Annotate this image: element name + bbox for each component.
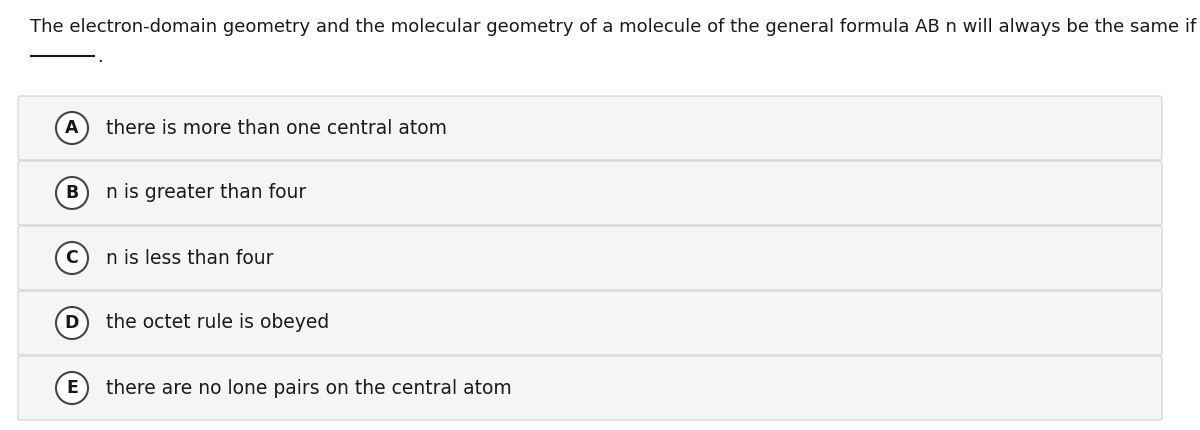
Circle shape bbox=[56, 242, 88, 274]
Text: C: C bbox=[66, 249, 78, 267]
Text: there is more than one central atom: there is more than one central atom bbox=[106, 119, 446, 138]
FancyBboxPatch shape bbox=[18, 226, 1162, 290]
Text: n is greater than four: n is greater than four bbox=[106, 184, 306, 203]
Text: E: E bbox=[66, 379, 78, 397]
Circle shape bbox=[56, 177, 88, 209]
Text: .: . bbox=[97, 48, 103, 66]
Text: A: A bbox=[65, 119, 79, 137]
Text: B: B bbox=[65, 184, 79, 202]
Circle shape bbox=[56, 307, 88, 339]
Text: n is less than four: n is less than four bbox=[106, 249, 274, 267]
Text: D: D bbox=[65, 314, 79, 332]
FancyBboxPatch shape bbox=[18, 356, 1162, 420]
Text: The electron-domain geometry and the molecular geometry of a molecule of the gen: The electron-domain geometry and the mol… bbox=[30, 18, 1196, 36]
Text: there are no lone pairs on the central atom: there are no lone pairs on the central a… bbox=[106, 378, 511, 397]
Circle shape bbox=[56, 112, 88, 144]
Text: the octet rule is obeyed: the octet rule is obeyed bbox=[106, 313, 329, 332]
Circle shape bbox=[56, 372, 88, 404]
FancyBboxPatch shape bbox=[18, 96, 1162, 160]
FancyBboxPatch shape bbox=[18, 161, 1162, 225]
FancyBboxPatch shape bbox=[18, 291, 1162, 355]
